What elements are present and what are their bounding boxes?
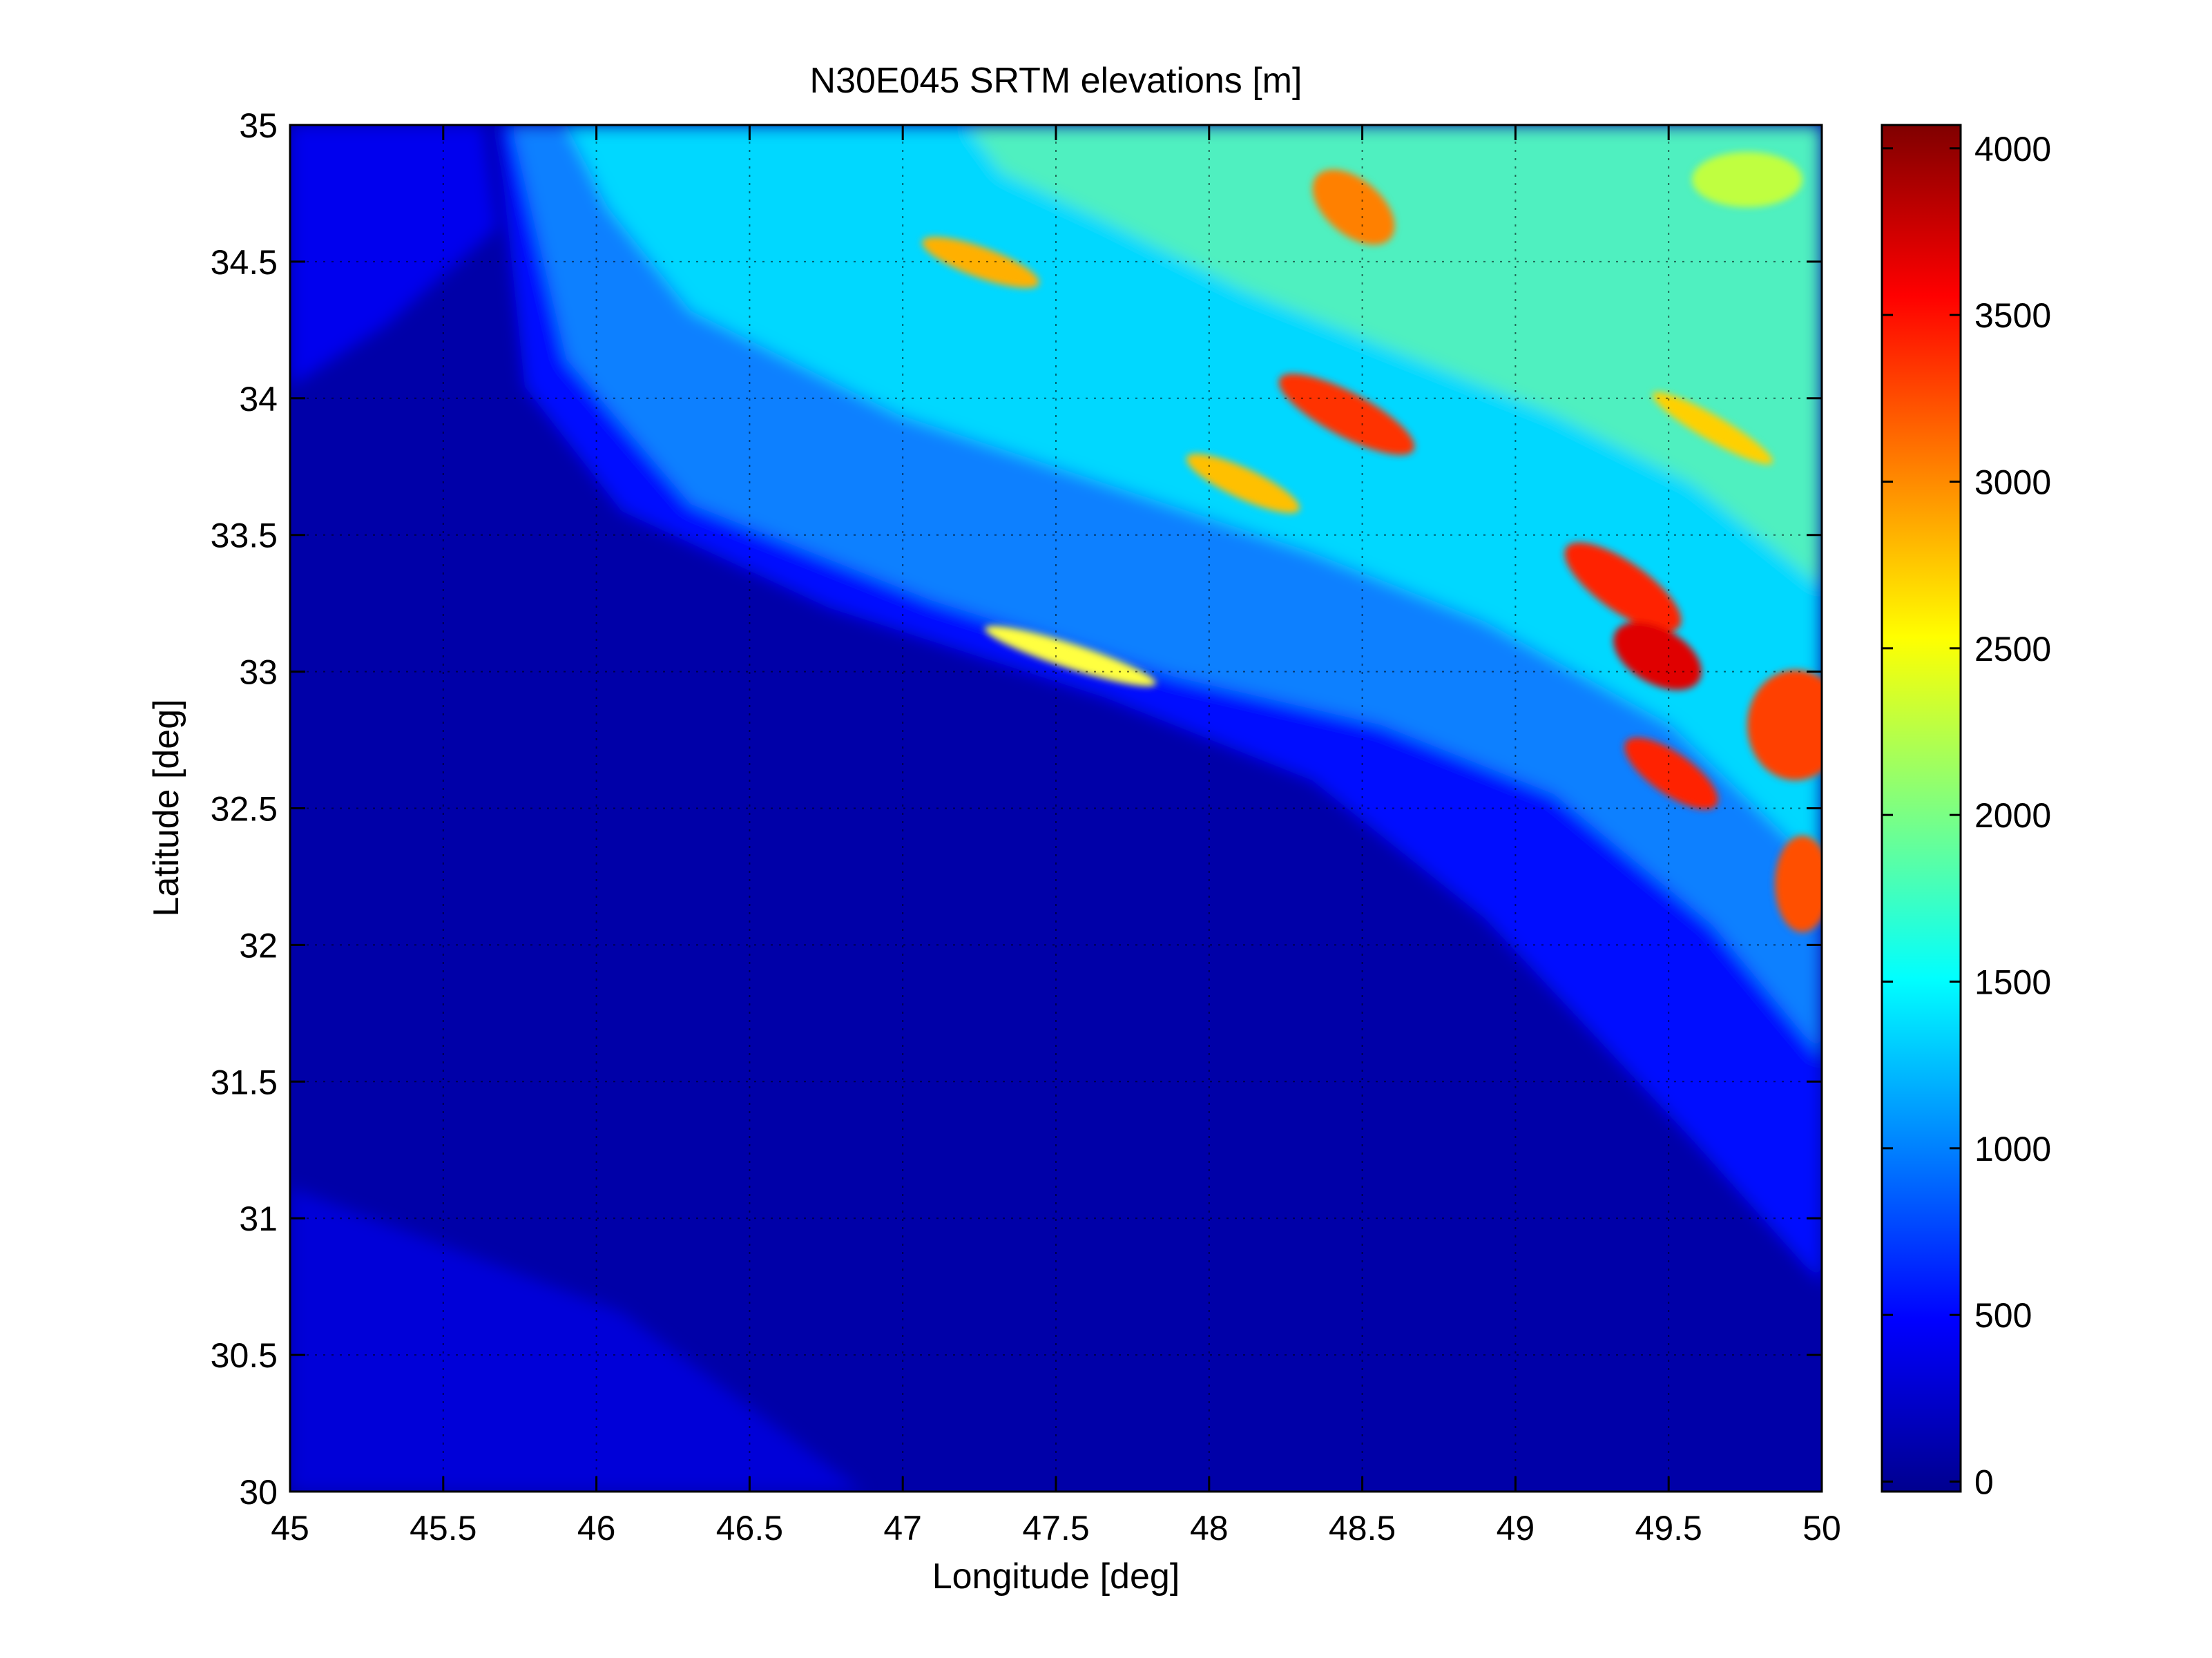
northwest-plateau xyxy=(290,125,497,387)
x-tick-label: 47.5 xyxy=(1022,1509,1089,1548)
colorbar-tick-label: 1500 xyxy=(1974,963,2051,1001)
ridge-crest-7 xyxy=(1775,836,1822,932)
colorbar-tick-label: 3500 xyxy=(1974,296,2051,335)
ridge-crest-1 xyxy=(1312,169,1395,245)
y-tick-label: 30 xyxy=(239,1473,278,1512)
colorbar-ticks: 0 500 1000 1500 2000 2500 3000 3500 4000 xyxy=(1882,130,2051,1502)
ridge-crest-9 xyxy=(1186,454,1300,513)
highland-plateau xyxy=(967,125,1822,587)
x-tick-label: 49 xyxy=(1497,1509,1535,1548)
southwest-rise xyxy=(290,1188,863,1492)
x-tick-label: 48 xyxy=(1190,1509,1229,1548)
colorbar-tick-label: 2500 xyxy=(1974,630,2051,668)
ridge-crest-6 xyxy=(1747,670,1822,780)
x-axis-ticks: 45 45.5 46 46.5 47 47.5 48 48.5 49 49.5 50 xyxy=(271,125,1841,1548)
y-axis-label: Latitude [deg] xyxy=(146,699,186,916)
ridge-crest-11 xyxy=(1652,392,1773,465)
ridge-crest-10 xyxy=(985,626,1156,686)
y-tick-label: 31 xyxy=(239,1199,278,1238)
y-tick-label: 33.5 xyxy=(211,517,278,555)
chart-title: N30E045 SRTM elevations [m] xyxy=(810,61,1302,101)
y-tick-label: 32.5 xyxy=(211,790,278,829)
colorbar-tick-label: 500 xyxy=(1974,1296,2032,1335)
ridge-crest-3 xyxy=(1564,542,1682,632)
x-tick-label: 45 xyxy=(271,1509,309,1548)
colorbar-frame xyxy=(1881,124,1962,1493)
colorbar: 0 500 1000 1500 2000 2500 3000 3500 4000 xyxy=(1881,124,2051,1502)
y-tick-label: 33 xyxy=(239,653,278,692)
ridge-crest-5 xyxy=(1624,737,1718,810)
y-tick-label: 34.5 xyxy=(211,243,278,282)
colorbar-tick-label: 4000 xyxy=(1974,130,2051,168)
ridge-crest-4 xyxy=(1613,621,1702,691)
ridge-crest-12 xyxy=(1692,152,1802,207)
x-tick-label: 46.5 xyxy=(716,1509,783,1548)
y-tick-label: 35 xyxy=(239,106,278,145)
grid-lines xyxy=(290,125,1822,1492)
y-tick-label: 30.5 xyxy=(211,1336,278,1375)
colorbar-gradient xyxy=(1882,125,1961,1492)
x-tick-label: 47 xyxy=(883,1509,922,1548)
x-tick-label: 49.5 xyxy=(1635,1509,1702,1548)
y-axis-ticks: 30 30.5 31 31.5 32 32.5 33 33.5 34 34.5 35 xyxy=(211,106,1822,1512)
colorbar-tick-label: 0 xyxy=(1974,1463,1994,1502)
colorbar-tick-label: 1000 xyxy=(1974,1130,2051,1168)
y-tick-label: 32 xyxy=(239,926,278,965)
ridge-crest-8 xyxy=(922,236,1039,289)
x-tick-label: 48.5 xyxy=(1329,1509,1396,1548)
colorbar-tick-label: 2000 xyxy=(1974,796,2051,835)
x-tick-label: 46 xyxy=(577,1509,616,1548)
colorbar-tick-label: 3000 xyxy=(1974,463,2051,501)
y-tick-label: 34 xyxy=(239,380,278,418)
x-tick-label: 45.5 xyxy=(410,1509,477,1548)
x-axis-label: Longitude [deg] xyxy=(932,1556,1180,1597)
y-tick-label: 31.5 xyxy=(211,1063,278,1101)
x-tick-label: 50 xyxy=(1802,1509,1841,1548)
ridge-crest-2 xyxy=(1278,374,1415,455)
